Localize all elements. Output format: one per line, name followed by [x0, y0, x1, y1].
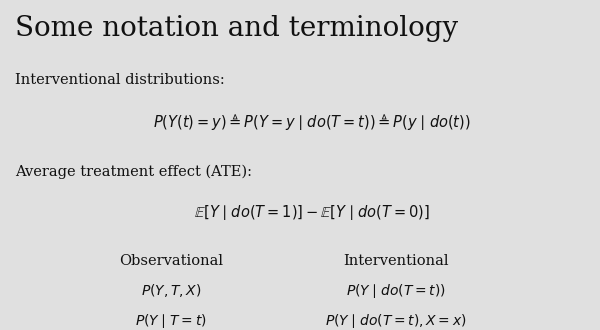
Text: Interventional distributions:: Interventional distributions:	[15, 73, 225, 86]
Text: $P(Y \mid T = t)$: $P(Y \mid T = t)$	[135, 312, 207, 330]
Text: $P(Y, T, X)$: $P(Y, T, X)$	[140, 282, 202, 299]
Text: $P(Y \mid do(T = t), X = x)$: $P(Y \mid do(T = t), X = x)$	[325, 312, 467, 330]
Text: Observational: Observational	[119, 254, 223, 268]
Text: Some notation and terminology: Some notation and terminology	[15, 15, 458, 42]
Text: Average treatment effect (ATE):: Average treatment effect (ATE):	[15, 165, 252, 180]
Text: $\mathbb{E}[Y \mid do(T = 1)] - \mathbb{E}[Y \mid do(T = 0)]$: $\mathbb{E}[Y \mid do(T = 1)] - \mathbb{…	[194, 203, 430, 222]
Text: $P(Y(t) = y) \triangleq P(Y = y \mid do(T = t)) \triangleq P(y \mid do(t))$: $P(Y(t) = y) \triangleq P(Y = y \mid do(…	[153, 112, 471, 132]
Text: $P(Y \mid do(T = t))$: $P(Y \mid do(T = t))$	[346, 282, 446, 300]
Text: Interventional: Interventional	[343, 254, 449, 268]
